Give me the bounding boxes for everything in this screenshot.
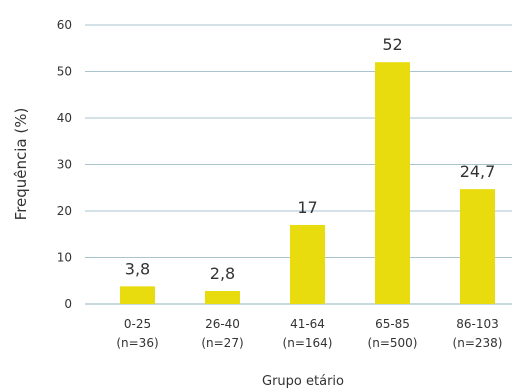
y-tick-label: 60 [57, 18, 72, 32]
y-tick-label: 40 [57, 111, 72, 125]
y-tick-label: 0 [64, 297, 72, 311]
bar [460, 189, 495, 304]
gridlines [85, 24, 512, 305]
bar [290, 224, 325, 304]
y-tick-label: 50 [57, 65, 72, 79]
data-label: 52 [382, 35, 402, 54]
y-tick-label: 10 [57, 251, 72, 265]
bar [375, 62, 410, 305]
x-tick-sublabel: (n=238) [453, 336, 503, 350]
x-tick-sublabel: (n=27) [201, 336, 243, 350]
y-axis-ticks: 0 10 20 30 40 50 60 [57, 18, 72, 311]
data-label: 17 [297, 198, 317, 217]
x-tick-label: 41-64 [290, 317, 325, 331]
x-axis-title: Grupo etário [262, 374, 344, 389]
y-tick-label: 20 [57, 204, 72, 218]
bar [120, 286, 155, 304]
x-tick-label: 26-40 [205, 317, 240, 331]
data-label: 24,7 [460, 162, 496, 181]
x-tick-sublabel: (n=36) [116, 336, 158, 350]
x-axis-ticks: 0-25 (n=36) 26-40 (n=27) 41-64 (n=164) 65-85 (n… [116, 317, 502, 350]
y-axis-title: Frequência (%) [12, 108, 30, 221]
data-label: 3,8 [125, 259, 150, 278]
x-tick-sublabel: (n=500) [368, 336, 418, 350]
bar [205, 290, 240, 304]
bars [120, 62, 495, 305]
data-label: 2,8 [210, 264, 235, 283]
data-labels: 3,8 2,8 17 52 24,7 [125, 35, 496, 283]
y-tick-label: 30 [57, 158, 72, 172]
x-tick-sublabel: (n=164) [283, 336, 333, 350]
x-tick-label: 65-85 [375, 317, 410, 331]
x-tick-label: 86-103 [456, 317, 499, 331]
x-tick-label: 0-25 [124, 317, 151, 331]
